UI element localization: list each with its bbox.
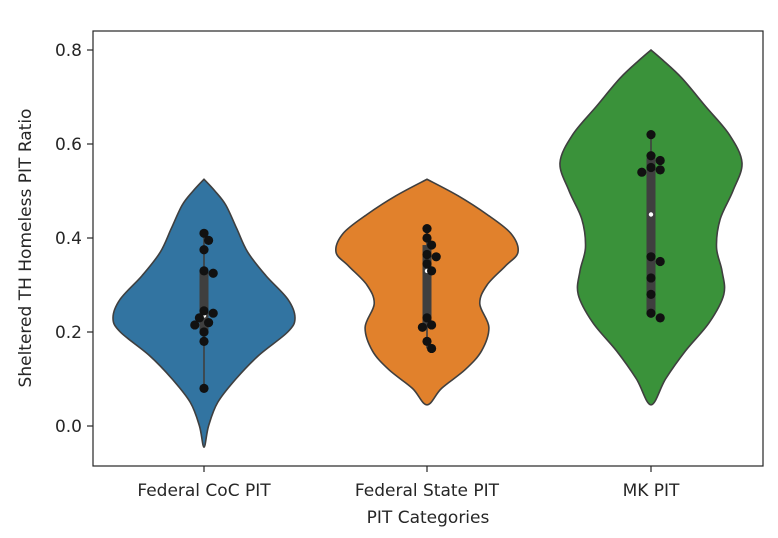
swarm-point bbox=[204, 318, 214, 328]
swarm-point bbox=[422, 313, 432, 323]
x-tick-label: MK PIT bbox=[623, 481, 680, 501]
y-tick-label: 0.0 bbox=[55, 417, 82, 437]
y-tick-label: 0.8 bbox=[55, 41, 82, 61]
x-tick-label: Federal CoC PIT bbox=[137, 481, 271, 501]
swarm-point bbox=[655, 256, 665, 267]
violin-group bbox=[559, 48, 743, 406]
x-axis-ticks: Federal CoC PIT Federal State PIT MK PIT bbox=[137, 466, 680, 501]
swarm-point bbox=[194, 313, 204, 323]
y-axis-ticks: 0.0 0.2 0.4 0.6 0.8 bbox=[55, 41, 93, 437]
violin-median-dot bbox=[648, 212, 654, 217]
swarm-point bbox=[199, 306, 209, 316]
swarm-point bbox=[199, 327, 209, 337]
swarm-point bbox=[427, 320, 437, 330]
swarm-point bbox=[637, 167, 647, 177]
swarm-point bbox=[417, 322, 427, 332]
violin-group bbox=[112, 178, 296, 448]
plot-frame bbox=[92, 30, 764, 467]
swarm-point bbox=[655, 313, 665, 323]
violins-layer bbox=[112, 48, 743, 448]
violin-iqr-box bbox=[646, 158, 656, 314]
swarm-point bbox=[646, 273, 656, 283]
swarm-point bbox=[646, 151, 656, 161]
violin-iqr-box bbox=[422, 245, 432, 328]
swarm-point bbox=[655, 155, 665, 166]
swarm-point bbox=[427, 240, 437, 250]
swarm-point bbox=[646, 130, 656, 140]
swarm-point bbox=[208, 268, 218, 278]
swarm-point bbox=[199, 266, 209, 276]
y-tick-label: 0.2 bbox=[55, 323, 82, 343]
swarm-point bbox=[208, 308, 218, 318]
violin-group bbox=[335, 178, 519, 406]
swarm-point bbox=[422, 249, 432, 260]
swarm-point bbox=[422, 259, 432, 269]
swarm-point bbox=[190, 320, 200, 330]
swarm-point bbox=[646, 252, 656, 262]
swarm-point bbox=[646, 162, 656, 173]
swarm-point bbox=[427, 266, 437, 276]
x-tick-label: Federal State PIT bbox=[355, 481, 500, 501]
swarm-point bbox=[422, 336, 432, 346]
swarm-point bbox=[204, 235, 214, 245]
swarm-point bbox=[646, 308, 656, 318]
x-axis-label: PIT Categories bbox=[367, 508, 490, 528]
swarm-point bbox=[199, 245, 209, 255]
swarm-point bbox=[199, 228, 209, 238]
swarm-point bbox=[427, 343, 437, 354]
y-axis-label: Sheltered TH Homeless PIT Ratio bbox=[16, 109, 36, 388]
swarm-point bbox=[655, 165, 665, 175]
swarm-point bbox=[646, 289, 656, 299]
swarm-point bbox=[422, 233, 432, 243]
y-tick-label: 0.6 bbox=[55, 135, 82, 155]
swarm-point bbox=[431, 252, 441, 262]
y-tick-label: 0.4 bbox=[55, 229, 82, 249]
swarm-point bbox=[199, 336, 209, 346]
swarm-point bbox=[422, 224, 432, 234]
violin-iqr-box bbox=[199, 270, 209, 332]
swarm-point bbox=[199, 383, 209, 393]
